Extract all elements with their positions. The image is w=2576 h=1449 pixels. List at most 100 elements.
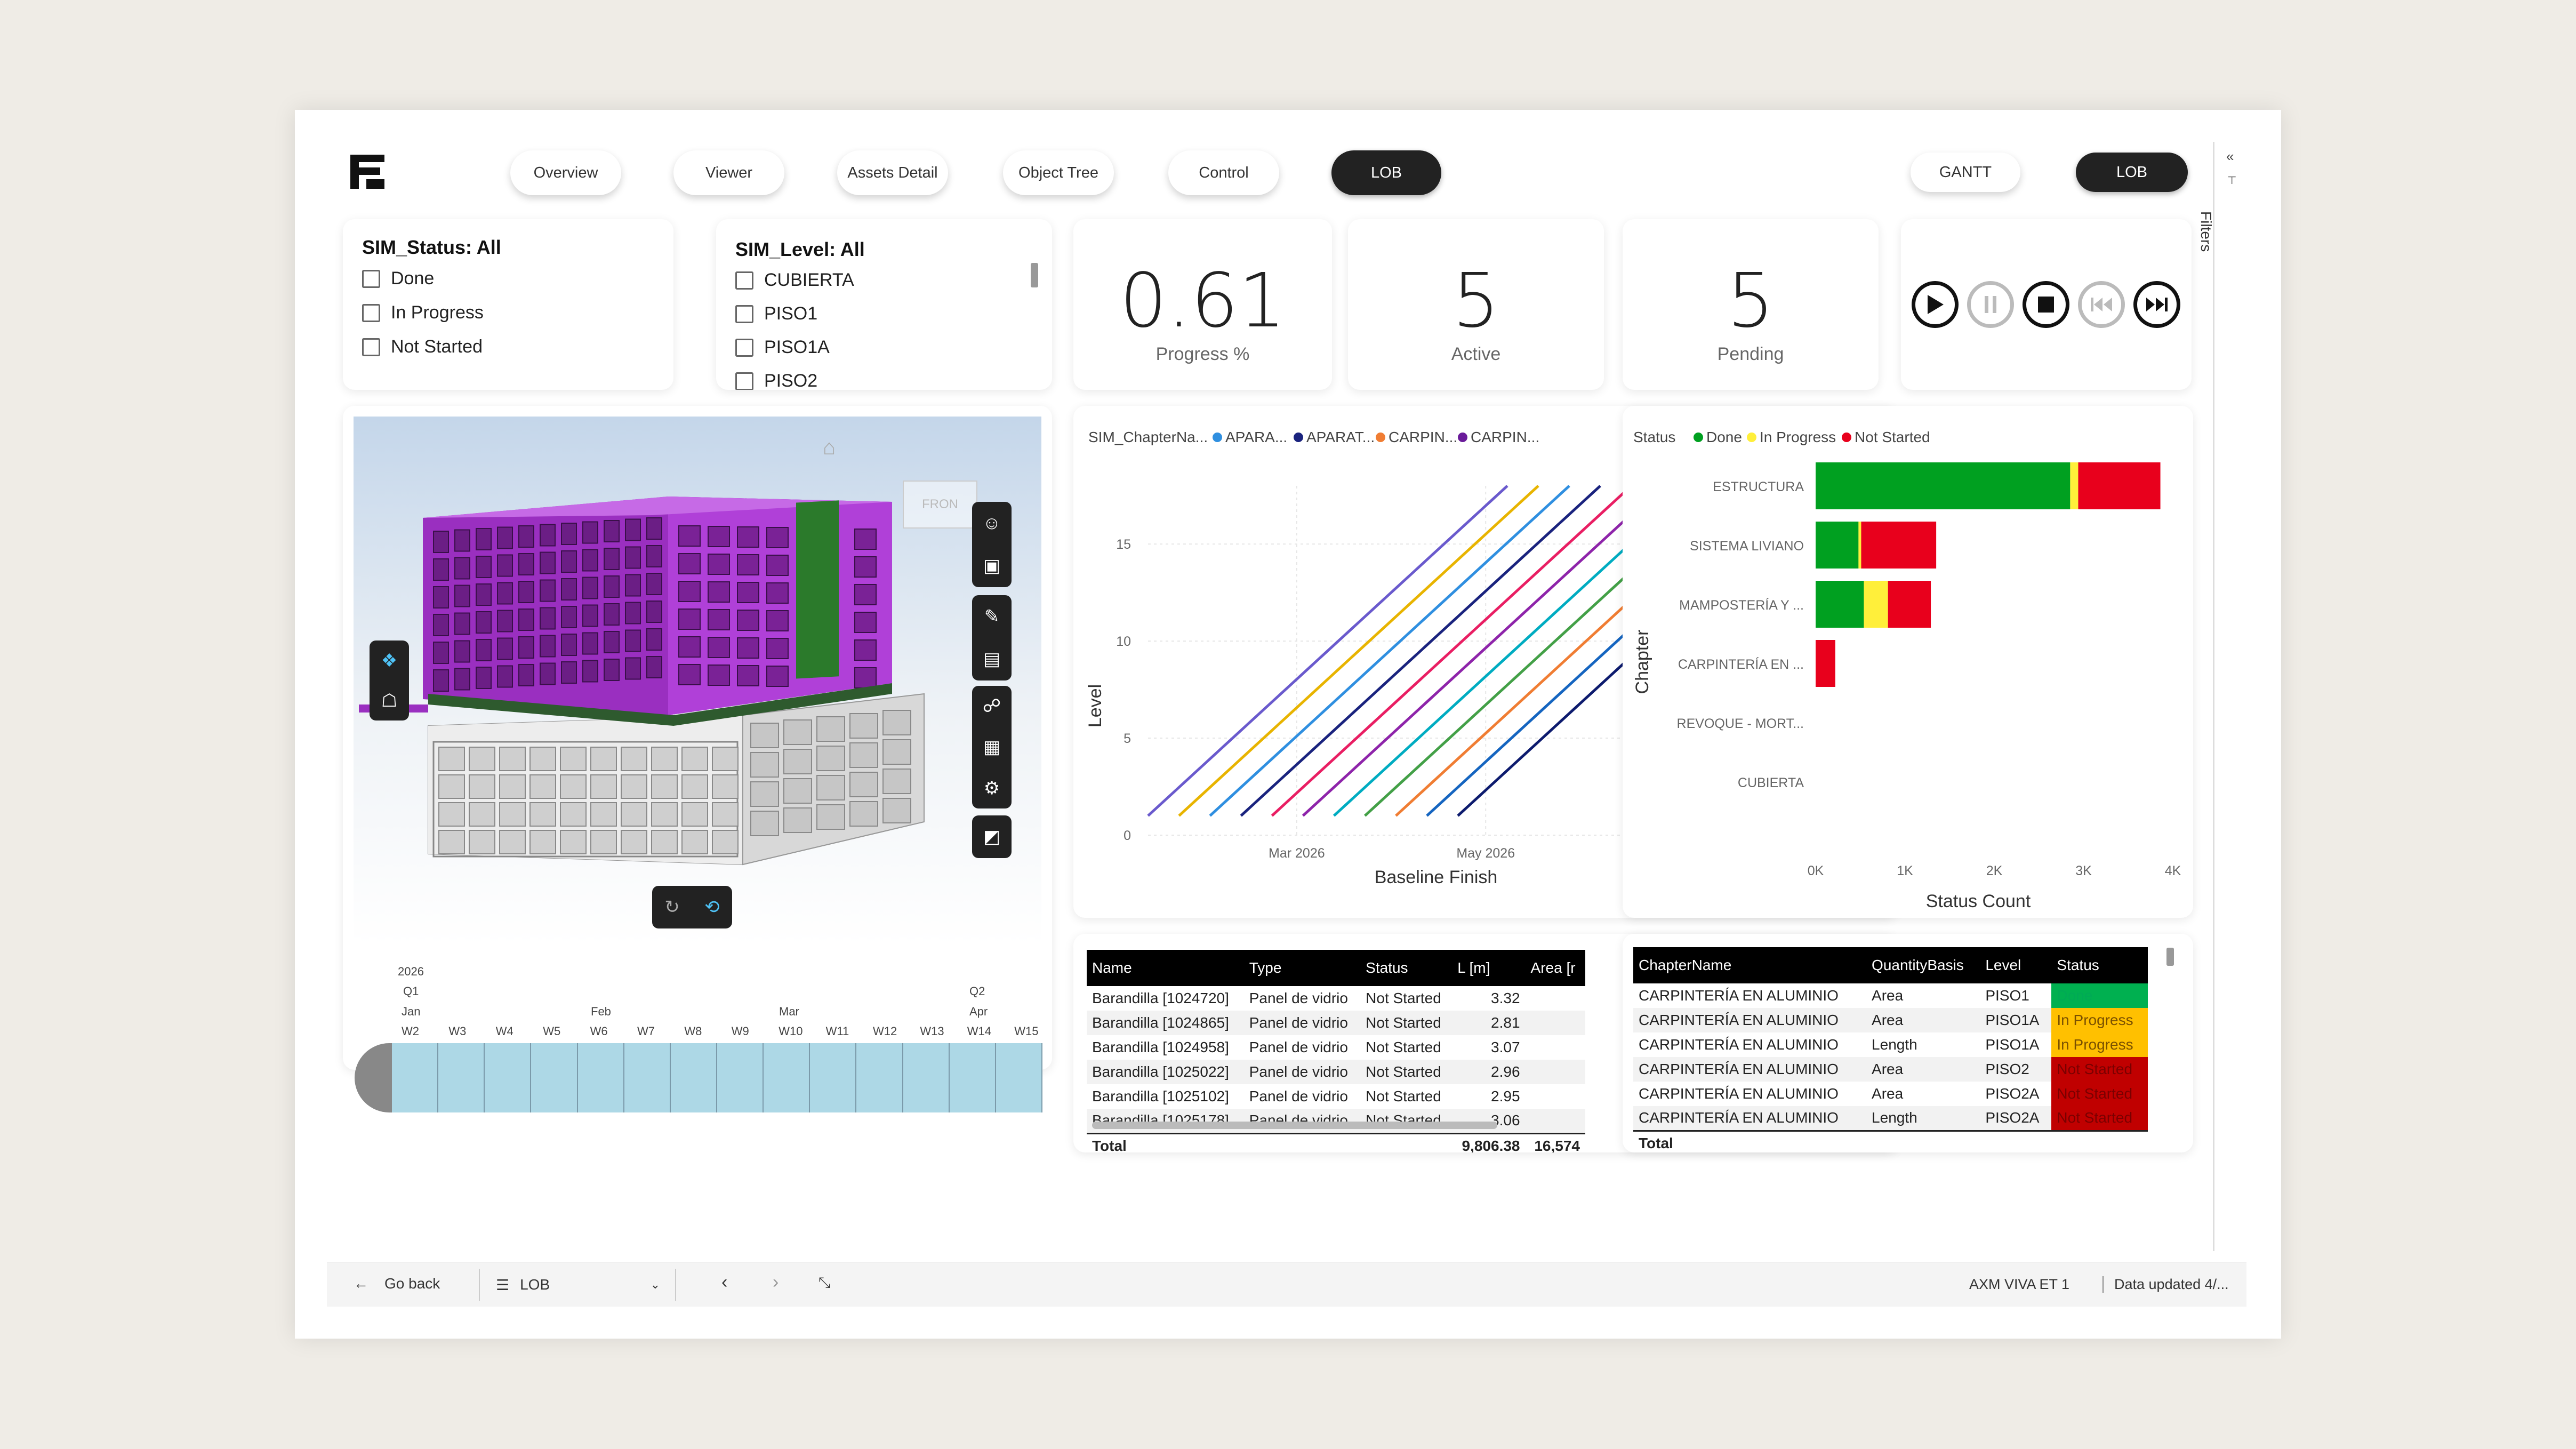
chevron-left-icon[interactable]: « bbox=[2226, 148, 2234, 164]
properties-icon[interactable]: ▦ bbox=[983, 736, 1001, 757]
bar-segment[interactable] bbox=[1888, 581, 1931, 628]
filters-toggle[interactable]: « ⊤ Filters bbox=[2198, 147, 2269, 254]
week-cell[interactable] bbox=[670, 1043, 717, 1112]
table-scrollbar[interactable] bbox=[2166, 948, 2174, 966]
series-line[interactable] bbox=[1240, 485, 1601, 817]
timeline-bar[interactable] bbox=[355, 1043, 1042, 1112]
bar-segment[interactable] bbox=[1861, 522, 1937, 569]
model-viewer[interactable]: ⌂ FRON ❖ ☖ ☺ ▣ ✎ ▤ ☍ ▦ ⚙ ◩ ↻ bbox=[354, 417, 1041, 944]
status-option-done[interactable]: Done bbox=[362, 268, 434, 289]
week-cell[interactable] bbox=[438, 1043, 485, 1112]
series-line[interactable] bbox=[1178, 485, 1539, 817]
week-cell[interactable] bbox=[717, 1043, 764, 1112]
table-row[interactable]: Barandilla [1024958] Panel de vidrio Not S… bbox=[1087, 1035, 1585, 1060]
week-cell[interactable] bbox=[624, 1043, 671, 1112]
tab-lob[interactable]: LOB bbox=[1331, 150, 1441, 195]
series-line[interactable] bbox=[1271, 485, 1632, 817]
table-scrollbar[interactable] bbox=[1092, 1122, 1497, 1129]
play-icon[interactable] bbox=[1912, 281, 1959, 328]
week-cell[interactable] bbox=[903, 1043, 950, 1112]
home-icon[interactable]: ⌂ bbox=[823, 436, 836, 459]
pan-icon[interactable]: ⟲ bbox=[704, 897, 720, 917]
tab-overview[interactable]: Overview bbox=[510, 150, 621, 195]
previous-icon[interactable] bbox=[2078, 281, 2125, 328]
fullscreen-icon[interactable]: ◩ bbox=[983, 827, 1001, 847]
ghost-icon[interactable]: ☖ bbox=[381, 690, 398, 711]
tab-object-tree[interactable]: Object Tree bbox=[1003, 150, 1114, 195]
status-option-in-progress[interactable]: In Progress bbox=[362, 302, 484, 323]
week-cell[interactable] bbox=[996, 1043, 1042, 1112]
column-header[interactable]: ChapterName bbox=[1633, 947, 1867, 983]
week-cell[interactable] bbox=[577, 1043, 624, 1112]
gantt-button[interactable]: GANTT bbox=[1911, 153, 2020, 192]
bar-segment[interactable] bbox=[1816, 522, 1859, 569]
legend-item[interactable]: CARPIN... bbox=[1389, 429, 1457, 445]
column-header[interactable]: Name bbox=[1087, 950, 1244, 986]
tab-control[interactable]: Control bbox=[1168, 150, 1279, 195]
table-row[interactable]: CARPINTERÍA EN ALUMINIO Area PISO2 Not Star… bbox=[1633, 1057, 2148, 1082]
previous-page-icon[interactable]: ‹ bbox=[721, 1272, 728, 1292]
fit-page-icon[interactable]: ⤡ bbox=[818, 1274, 831, 1291]
level-option-piso2[interactable]: PISO2 bbox=[735, 371, 817, 390]
level-option-piso1a[interactable]: PISO1A bbox=[735, 337, 830, 358]
column-header[interactable]: QuantityBasis bbox=[1866, 947, 1980, 983]
tab-assets-detail[interactable]: Assets Detail bbox=[837, 150, 948, 195]
column-header[interactable]: L [m] bbox=[1452, 950, 1526, 986]
checkbox[interactable] bbox=[735, 271, 753, 290]
level-option-piso1[interactable]: PISO1 bbox=[735, 303, 817, 324]
legend-item[interactable]: Not Started bbox=[1855, 429, 1930, 445]
tab-viewer[interactable]: Viewer bbox=[673, 150, 784, 195]
settings-icon[interactable]: ⚙ bbox=[983, 778, 1000, 798]
stop-icon[interactable] bbox=[2023, 281, 2069, 328]
week-cell[interactable] bbox=[764, 1043, 810, 1112]
go-back-button[interactable]: ← Go back bbox=[354, 1275, 440, 1292]
bar-segment[interactable] bbox=[2078, 462, 2161, 509]
week-cell[interactable] bbox=[531, 1043, 578, 1112]
measure-icon[interactable]: ✎ bbox=[984, 606, 1000, 627]
week-cell[interactable] bbox=[392, 1043, 439, 1112]
table-row[interactable]: Barandilla [1025022] Panel de vidrio Not S… bbox=[1087, 1060, 1585, 1084]
legend-item[interactable]: In Progress bbox=[1760, 429, 1836, 445]
column-header[interactable]: Type bbox=[1243, 950, 1361, 986]
bar-segment[interactable] bbox=[1864, 581, 1888, 628]
table-row[interactable]: CARPINTERÍA EN ALUMINIO Length PISO1A In Pr… bbox=[1633, 1032, 2148, 1057]
table-row[interactable]: Barandilla [1025178] Panel de vidrio Not S… bbox=[1087, 1109, 1585, 1133]
checkbox[interactable] bbox=[362, 303, 380, 322]
legend-item[interactable]: APARA... bbox=[1225, 429, 1287, 445]
bar-segment[interactable] bbox=[1816, 462, 2071, 509]
checkbox[interactable] bbox=[735, 338, 753, 357]
camera-icon[interactable]: ▣ bbox=[983, 556, 1001, 576]
filters-pane[interactable] bbox=[2213, 142, 2214, 1251]
orbit-icon[interactable]: ↻ bbox=[664, 897, 680, 917]
week-cell[interactable] bbox=[856, 1043, 903, 1112]
table-row[interactable]: CARPINTERÍA EN ALUMINIO Area PISO1A In Prog… bbox=[1633, 1008, 2148, 1032]
checkbox[interactable] bbox=[735, 305, 753, 323]
week-cell[interactable] bbox=[810, 1043, 857, 1112]
series-line[interactable] bbox=[1147, 485, 1508, 817]
column-header[interactable]: Level bbox=[1980, 947, 2052, 983]
table-row[interactable]: CARPINTERÍA EN ALUMINIO Area PISO2A Not Sta… bbox=[1633, 1082, 2148, 1106]
next-page-icon[interactable]: › bbox=[773, 1272, 779, 1292]
level-option-cubierta[interactable]: CUBIERTA bbox=[735, 270, 854, 291]
week-cell[interactable] bbox=[949, 1043, 996, 1112]
checkbox[interactable] bbox=[362, 338, 380, 356]
week-cell[interactable] bbox=[485, 1043, 532, 1112]
cube-icon[interactable]: ❖ bbox=[381, 650, 398, 671]
legend-item[interactable]: CARPIN... bbox=[1471, 429, 1539, 445]
bar-segment[interactable] bbox=[1816, 640, 1835, 687]
status-option-not-started[interactable]: Not Started bbox=[362, 337, 483, 357]
next-icon[interactable] bbox=[2133, 281, 2180, 328]
legend-item[interactable]: Done bbox=[1706, 429, 1742, 445]
bar-segment[interactable] bbox=[1816, 581, 1864, 628]
lob-button[interactable]: LOB bbox=[2076, 153, 2188, 192]
checkbox[interactable] bbox=[735, 372, 753, 390]
view-cube[interactable]: FRON bbox=[903, 481, 977, 529]
page-selector[interactable]: ☰ LOB ⌄ bbox=[479, 1269, 676, 1301]
slicer-scrollbar[interactable] bbox=[1031, 263, 1038, 287]
table-row[interactable]: Barandilla [1025102] Panel de vidrio Not S… bbox=[1087, 1084, 1585, 1109]
folder-icon[interactable]: ▤ bbox=[983, 649, 1001, 669]
legend-item[interactable]: APARAT... bbox=[1306, 429, 1375, 445]
person-icon[interactable]: ☺ bbox=[982, 513, 1001, 533]
table-row[interactable]: Barandilla [1024865] Panel de vidrio Not S… bbox=[1087, 1011, 1585, 1035]
column-header[interactable]: Status bbox=[1360, 950, 1452, 986]
